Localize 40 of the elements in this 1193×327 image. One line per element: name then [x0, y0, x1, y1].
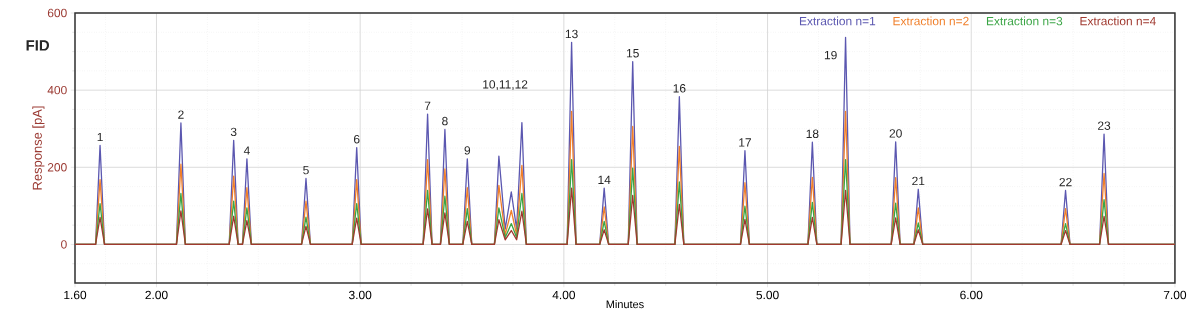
x-tick-label: 1.60 — [64, 290, 87, 300]
annotation: 18 — [806, 129, 819, 139]
annotation: 21 — [912, 176, 925, 186]
x-tick-label: 2.00 — [145, 290, 168, 300]
y-tick-label: 200 — [47, 163, 67, 172]
x-axis-title: Minutes — [606, 300, 644, 309]
annotation: 17 — [739, 138, 751, 147]
annotation: 5 — [303, 165, 309, 175]
annotation: 15 — [626, 49, 639, 58]
y-axis-title: Response [pA] — [32, 106, 45, 190]
annotation: 6 — [353, 134, 360, 144]
x-tick-label: 6.00 — [960, 290, 983, 300]
annotation: 9 — [464, 146, 471, 155]
annotation: 20 — [889, 129, 902, 138]
annotation: 2 — [178, 110, 184, 119]
annotation: 22 — [1059, 177, 1072, 187]
line-series — [74, 187, 1176, 246]
annotation: 23 — [1097, 121, 1111, 130]
x-tick-label: 4.00 — [552, 290, 576, 300]
annotation: 3 — [230, 127, 237, 137]
x-tick-label: 7.00 — [1163, 290, 1187, 300]
text: Extraction n=2 — [893, 16, 969, 26]
annotation: 7 — [424, 101, 431, 110]
y-tick-label: 400 — [47, 85, 67, 95]
text: Extraction n=4 — [1080, 16, 1156, 26]
y-tick-label: 600 — [47, 8, 67, 18]
text: Extraction n=3 — [986, 16, 1063, 26]
x-tick-label: 5.00 — [756, 290, 779, 300]
annotation: 8 — [442, 116, 448, 126]
annotation: 14 — [598, 175, 611, 184]
text: FID — [26, 40, 50, 51]
annotation: 13 — [565, 29, 578, 39]
annotation: 16 — [673, 84, 686, 93]
annotation: 4 — [243, 146, 250, 155]
annotation: 1 — [97, 132, 103, 142]
series-label: Extraction n=1 — [799, 16, 876, 26]
annotation: 19 — [824, 50, 837, 60]
x-tick-label: 3.00 — [348, 290, 372, 300]
y-tick-label: 0 — [61, 240, 67, 249]
annotation: 10,11,12 — [483, 80, 528, 91]
